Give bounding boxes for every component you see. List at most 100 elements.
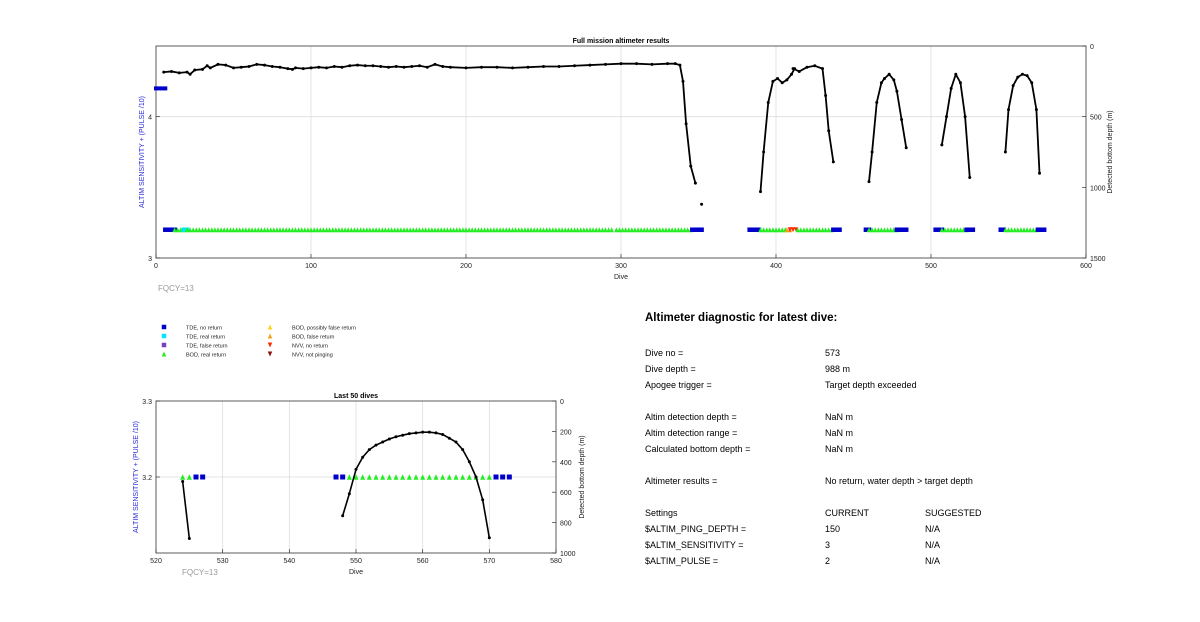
status-marker (897, 227, 903, 232)
status-marker (593, 227, 599, 233)
depth-point (495, 65, 499, 69)
status-marker (575, 227, 580, 233)
status-marker (903, 227, 909, 232)
chart-last-50-dives: 520 530 540 550 560 570 580 3.2 3.3 0 200 400 600 800… (133, 393, 586, 577)
status-marker (296, 227, 301, 233)
y2-axis-label: Detected bottom depth (m) (579, 435, 586, 518)
depth-line (163, 62, 697, 184)
status-marker (166, 227, 171, 232)
status-marker (669, 227, 675, 233)
status-marker (203, 227, 208, 233)
depth-point (201, 67, 204, 71)
depth-point (776, 77, 780, 81)
status-marker (262, 227, 267, 233)
status-marker (265, 227, 270, 233)
depth-point (461, 448, 465, 452)
status-marker (318, 227, 323, 233)
status-marker (485, 227, 490, 233)
depth-point (216, 62, 220, 66)
status-marker (648, 227, 653, 233)
depth-point (239, 65, 243, 69)
status-marker (837, 227, 842, 232)
status-marker (776, 227, 782, 233)
status-marker (370, 227, 376, 233)
diagnostic-value: 988 m (825, 364, 851, 374)
chart-title: Last 50 dives (334, 393, 378, 400)
status-marker (460, 227, 466, 233)
x-tick-label: 200 (460, 263, 472, 270)
depth-point (619, 62, 623, 66)
status-marker (395, 227, 401, 233)
status-marker (863, 227, 869, 232)
chart-full-mission: 0 100 200 300 400 500 600 3 4 0 500 1000 1500 Full mi… (139, 38, 1114, 293)
depth-point (441, 64, 445, 68)
legend-marker (267, 351, 273, 357)
status-marker (500, 474, 506, 480)
status-marker (519, 227, 525, 233)
legend-marker (267, 324, 273, 330)
status-marker (660, 227, 666, 233)
status-marker (998, 227, 1003, 232)
status-marker (872, 227, 878, 233)
depth-point (301, 67, 305, 71)
depth-point (900, 117, 904, 121)
depth-point (332, 64, 336, 68)
legend-marker (161, 351, 167, 357)
y2-tick-label: 600 (560, 490, 572, 497)
status-marker (493, 474, 499, 480)
status-marker (373, 474, 379, 480)
depth-point (790, 72, 793, 76)
status-marker (314, 227, 320, 233)
status-marker (438, 227, 444, 233)
depth-point (949, 86, 953, 90)
depth-point (255, 62, 259, 66)
depth-point (588, 63, 592, 67)
status-marker (218, 227, 224, 233)
y2-tick-label: 800 (560, 521, 572, 528)
depth-point (1016, 75, 1020, 79)
status-marker (617, 227, 622, 233)
y2-tick-label: 1500 (1090, 256, 1106, 263)
legend-label: NVV, no return (292, 344, 328, 350)
status-marker (690, 227, 695, 232)
status-marker (432, 227, 438, 233)
depth-point (340, 65, 344, 69)
status-marker (466, 474, 472, 480)
depth-point (791, 67, 795, 71)
y-tick-label: 4 (148, 115, 152, 122)
status-marker (1009, 227, 1014, 233)
status-marker (1021, 227, 1027, 233)
diagnostic-value: No return, water depth > target depth (825, 476, 973, 486)
status-marker (531, 227, 537, 233)
status-marker (423, 227, 428, 233)
y-tick-label: 3 (148, 256, 152, 263)
depth-point (454, 440, 458, 444)
status-marker (480, 474, 486, 480)
depth-point (381, 440, 385, 444)
status-marker (353, 474, 359, 480)
status-marker (513, 227, 518, 233)
status-marker (271, 227, 277, 233)
diagnostic-value: 573 (825, 348, 841, 358)
depth-point (511, 66, 514, 70)
status-marker (894, 227, 900, 232)
status-marker (433, 474, 439, 480)
legend-label: BOD, possibly false return (292, 326, 356, 332)
status-marker (426, 474, 432, 480)
status-marker (654, 227, 659, 233)
status-marker (302, 227, 308, 233)
status-marker (386, 474, 392, 480)
depth-point (481, 498, 485, 502)
status-marker (626, 227, 631, 233)
diagnostic-label: Altimeter results = (645, 476, 718, 486)
depth-point (940, 143, 944, 147)
settings-label: $ALTIM_PULSE = (645, 556, 719, 566)
depth-point (771, 79, 775, 83)
status-marker (1038, 227, 1044, 232)
depth-point (813, 64, 817, 68)
status-marker (553, 227, 559, 233)
y2-tick-label: 500 (1090, 115, 1102, 122)
status-marker (942, 227, 948, 233)
y2-tick-label: 0 (560, 399, 564, 406)
status-marker (360, 474, 366, 480)
